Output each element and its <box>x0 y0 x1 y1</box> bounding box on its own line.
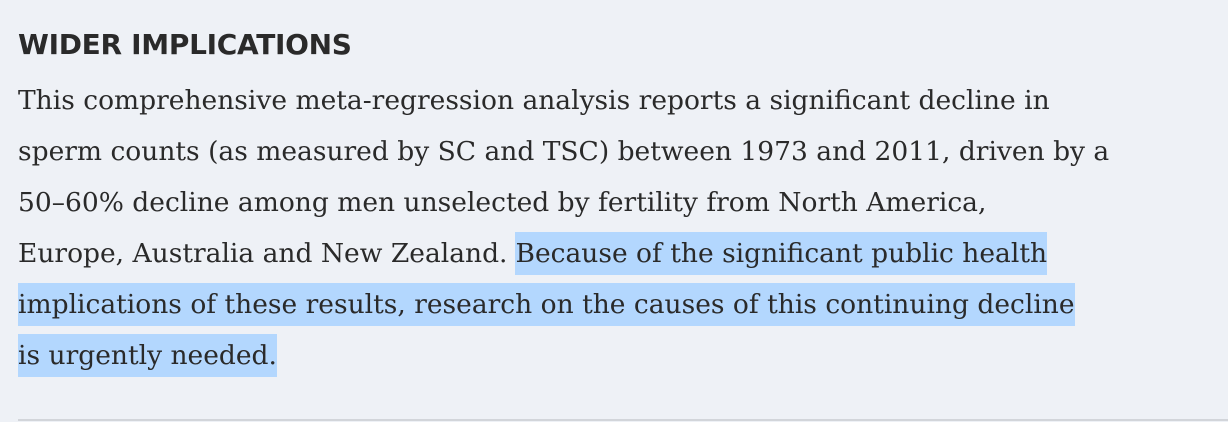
highlighted-text: Because of the significant public health <box>515 232 1048 275</box>
text: This comprehensive meta-regression analy… <box>18 85 1050 116</box>
text: sperm counts (as measured by SC and TSC)… <box>18 136 1110 167</box>
section-heading: WIDER IMPLICATIONS <box>18 28 352 61</box>
highlighted-text: is urgently needed. <box>18 334 277 377</box>
text-line: This comprehensive meta-regression analy… <box>18 75 1109 126</box>
text-line: 50–60% decline among men unselected by f… <box>18 177 1109 228</box>
text: 50–60% decline among men unselected by f… <box>18 187 987 218</box>
text-line: implications of these results, research … <box>18 279 1109 330</box>
divider <box>18 419 1228 421</box>
text-line: is urgently needed. <box>18 330 1109 381</box>
paragraph: This comprehensive meta-regression analy… <box>18 75 1109 381</box>
highlighted-text: implications of these results, research … <box>18 283 1075 326</box>
text: Europe, Australia and New Zealand. <box>18 238 508 269</box>
text-line: sperm counts (as measured by SC and TSC)… <box>18 126 1109 177</box>
text-line: Europe, Australia and New Zealand. Becaus… <box>18 228 1109 279</box>
